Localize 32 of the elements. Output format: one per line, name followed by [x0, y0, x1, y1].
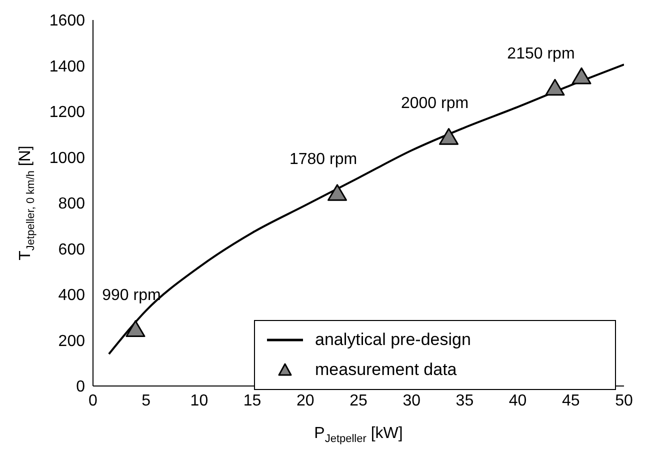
x-tick-label: 50: [615, 392, 633, 410]
x-tick-label: 40: [508, 392, 527, 410]
point: [328, 184, 348, 201]
legend-label: analytical pre-design: [315, 329, 471, 351]
x-tick-label: 10: [190, 392, 208, 410]
point: [545, 78, 565, 96]
y-tick-label: 600: [58, 241, 86, 258]
x-tick-label: 45: [562, 392, 580, 410]
x-tick-label: 20: [296, 392, 314, 410]
y-tick-label: 800: [58, 196, 86, 213]
point: [126, 320, 146, 338]
x-tick-label: 25: [350, 392, 368, 410]
y-tick-label: 1000: [49, 150, 86, 167]
x-tick-label: 35: [456, 392, 474, 410]
x-axis-title: P$_{Jetpeller}$ [kW]: [314, 425, 403, 445]
annotation: 2150 rpm: [507, 46, 575, 63]
annotation: 1780 rpm: [289, 150, 358, 168]
y-tick-label: 1400: [49, 58, 86, 76]
annotation: 2000 rpm: [400, 94, 469, 112]
y-tick-label: 1200: [49, 104, 86, 122]
legend-label: measurement data: [315, 359, 457, 381]
point: [572, 67, 592, 84]
annotation: 990 rpm: [102, 286, 161, 304]
y-tick-label: 0: [76, 378, 86, 396]
x-tick-label: 0: [88, 392, 98, 410]
y-tick-label: 200: [58, 332, 86, 350]
x-tick-label: 30: [402, 392, 421, 410]
y-tick-label: 1600: [49, 12, 86, 30]
point: [439, 128, 459, 145]
y-tick-label: 400: [58, 287, 86, 304]
x-tick-label: 15: [243, 392, 262, 410]
x-tick-label: 5: [142, 392, 151, 410]
